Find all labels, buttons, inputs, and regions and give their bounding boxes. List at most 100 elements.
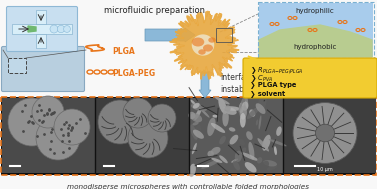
Ellipse shape xyxy=(219,136,226,144)
Ellipse shape xyxy=(246,131,253,140)
Ellipse shape xyxy=(188,112,195,119)
Ellipse shape xyxy=(276,126,282,136)
FancyBboxPatch shape xyxy=(2,46,84,91)
Text: microfluidic preparation: microfluidic preparation xyxy=(104,6,205,15)
Ellipse shape xyxy=(257,157,262,163)
Ellipse shape xyxy=(191,104,207,111)
Ellipse shape xyxy=(208,37,216,43)
FancyBboxPatch shape xyxy=(1,97,376,175)
Ellipse shape xyxy=(241,147,246,154)
Ellipse shape xyxy=(128,118,168,158)
Ellipse shape xyxy=(54,109,90,145)
FancyArrow shape xyxy=(199,72,211,98)
Ellipse shape xyxy=(239,103,244,113)
Bar xyxy=(36,34,46,48)
Ellipse shape xyxy=(64,26,70,32)
Polygon shape xyxy=(28,26,36,32)
Ellipse shape xyxy=(123,98,153,128)
Text: ❯ solvent: ❯ solvent xyxy=(250,91,285,98)
Ellipse shape xyxy=(222,109,229,126)
Polygon shape xyxy=(259,25,372,57)
Bar xyxy=(12,24,72,34)
Ellipse shape xyxy=(198,49,206,55)
Ellipse shape xyxy=(293,103,357,163)
Bar xyxy=(190,98,283,173)
Ellipse shape xyxy=(239,105,247,120)
Ellipse shape xyxy=(219,155,228,163)
Ellipse shape xyxy=(199,107,210,118)
Ellipse shape xyxy=(267,165,277,170)
Ellipse shape xyxy=(148,104,176,132)
Polygon shape xyxy=(248,56,258,60)
Ellipse shape xyxy=(192,37,204,46)
Ellipse shape xyxy=(262,135,271,151)
Ellipse shape xyxy=(193,103,200,109)
FancyBboxPatch shape xyxy=(8,58,26,73)
Ellipse shape xyxy=(242,101,248,111)
Ellipse shape xyxy=(247,107,260,119)
Ellipse shape xyxy=(190,113,202,122)
Ellipse shape xyxy=(263,160,277,167)
Ellipse shape xyxy=(269,139,287,146)
Ellipse shape xyxy=(316,124,335,142)
Ellipse shape xyxy=(203,44,213,52)
Bar xyxy=(259,3,373,57)
Bar xyxy=(36,10,46,24)
Text: ❯ $C_{PVA}$: ❯ $C_{PVA}$ xyxy=(250,74,273,84)
Bar xyxy=(2,98,95,173)
Ellipse shape xyxy=(256,103,265,114)
Text: PLGA: PLGA xyxy=(112,47,135,57)
Text: PLGA-PEG: PLGA-PEG xyxy=(112,70,155,78)
Ellipse shape xyxy=(231,159,238,163)
Ellipse shape xyxy=(50,25,58,33)
Ellipse shape xyxy=(240,113,246,128)
Ellipse shape xyxy=(245,162,257,173)
Bar xyxy=(284,98,376,173)
FancyBboxPatch shape xyxy=(6,6,78,51)
Ellipse shape xyxy=(215,97,230,105)
Ellipse shape xyxy=(238,94,246,113)
Ellipse shape xyxy=(192,143,197,154)
Ellipse shape xyxy=(274,146,277,155)
Ellipse shape xyxy=(218,98,227,114)
Ellipse shape xyxy=(193,130,204,139)
Ellipse shape xyxy=(36,116,80,160)
Ellipse shape xyxy=(190,100,196,105)
Ellipse shape xyxy=(207,118,216,136)
Ellipse shape xyxy=(233,160,240,170)
Ellipse shape xyxy=(256,119,258,125)
Ellipse shape xyxy=(98,100,142,144)
Ellipse shape xyxy=(257,138,269,152)
Text: hydrophilic: hydrophilic xyxy=(296,8,334,14)
Ellipse shape xyxy=(190,124,198,140)
Ellipse shape xyxy=(189,164,196,177)
Ellipse shape xyxy=(192,122,199,125)
Ellipse shape xyxy=(241,152,258,161)
Ellipse shape xyxy=(235,151,242,162)
Ellipse shape xyxy=(193,125,201,141)
Ellipse shape xyxy=(245,92,248,109)
Ellipse shape xyxy=(229,127,235,132)
Ellipse shape xyxy=(211,158,222,163)
Ellipse shape xyxy=(224,106,241,111)
Text: hydrophobic: hydrophobic xyxy=(293,44,337,50)
Ellipse shape xyxy=(259,115,261,130)
Ellipse shape xyxy=(230,135,238,145)
Text: monodisperse microspheres with controllable folded morphologies: monodisperse microspheres with controlla… xyxy=(67,184,309,189)
Ellipse shape xyxy=(57,25,65,33)
FancyArrow shape xyxy=(145,28,195,42)
Polygon shape xyxy=(170,11,239,79)
Text: ❯ PLGA type: ❯ PLGA type xyxy=(250,82,296,89)
Ellipse shape xyxy=(207,151,214,157)
FancyBboxPatch shape xyxy=(243,58,377,98)
Text: ❯ $R_{PLGA\!-\!PEG/PLGA}$: ❯ $R_{PLGA\!-\!PEG/PLGA}$ xyxy=(250,65,303,76)
Ellipse shape xyxy=(194,108,202,120)
Ellipse shape xyxy=(249,109,255,117)
Ellipse shape xyxy=(192,34,214,56)
Ellipse shape xyxy=(258,161,269,173)
Ellipse shape xyxy=(8,98,56,146)
Ellipse shape xyxy=(248,142,254,159)
Ellipse shape xyxy=(258,92,267,112)
Ellipse shape xyxy=(239,139,245,146)
Text: interfacial
instability: interfacial instability xyxy=(220,73,259,94)
